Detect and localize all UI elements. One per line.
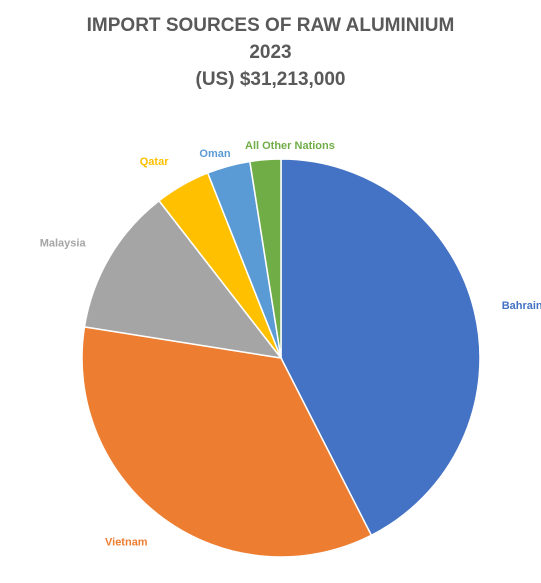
pie-slice-all-other-nations	[249, 158, 282, 359]
pie-label-vietnam: Vietnam	[105, 537, 148, 549]
pie-label-oman: Oman	[199, 148, 230, 160]
pie-slice-bahrain	[280, 158, 481, 537]
chart-title: IMPORT SOURCES OF RAW ALUMINIUM	[86, 15, 455, 36]
pie-slice-malaysia	[83, 199, 283, 360]
chart-subtitle-total: (US) $31,213,000	[195, 69, 346, 90]
pie-labels: Bahrain Vietnam Malaysia Qatar Oman All Other…	[40, 140, 541, 549]
pie-label-bahrain: Bahrain	[502, 300, 541, 312]
chart-subtitle-year: 2023	[249, 42, 292, 63]
chart-title-block: IMPORT SOURCES OF RAW ALUMINIUM 2023 (US…	[0, 12, 541, 93]
pie-label-malaysia: Malaysia	[40, 237, 87, 249]
pie-slice-vietnam	[81, 326, 373, 558]
pie-label-all-other-nations: All Other Nations	[245, 140, 335, 152]
pie-slices	[81, 158, 481, 558]
pie-label-qatar: Qatar	[140, 156, 169, 168]
